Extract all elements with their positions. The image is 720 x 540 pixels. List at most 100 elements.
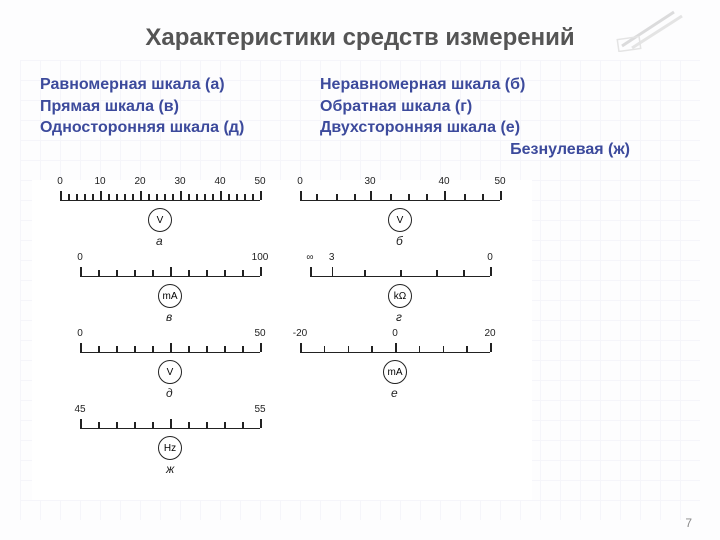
tick <box>152 270 154 276</box>
tick-label: 0 <box>77 328 83 339</box>
tick <box>490 267 492 276</box>
unit-symbol: V <box>158 360 182 384</box>
tick-label: 0 <box>57 176 63 187</box>
scale-axis-line <box>300 200 500 201</box>
tick <box>348 346 350 352</box>
tick-label: 55 <box>254 404 265 415</box>
tick <box>164 194 166 200</box>
tick <box>443 346 445 352</box>
subfigure-letter: е <box>391 386 398 400</box>
tick <box>156 194 158 200</box>
tick <box>324 346 326 352</box>
tick-label: 40 <box>214 176 225 187</box>
tick <box>80 267 82 276</box>
tick <box>224 422 226 428</box>
row-de: 050Vд -20020mAе <box>60 338 520 414</box>
scale-e: -20020mAе <box>300 338 490 398</box>
tick-label: -20 <box>293 328 307 339</box>
tick <box>188 270 190 276</box>
tick <box>242 270 244 276</box>
tick-label: 40 <box>438 176 449 187</box>
tick <box>500 191 502 200</box>
scale-axis-line <box>310 276 490 277</box>
row-vg: 0100mAв ∞30kΩг <box>60 262 520 338</box>
tick <box>336 194 338 200</box>
legend-a: Равномерная шкала (а) <box>40 74 320 96</box>
tick-label: 0 <box>77 252 83 263</box>
page-number: 7 <box>685 516 692 530</box>
scale-zh: 4555Hzж <box>80 414 260 474</box>
tick-label: ∞ <box>306 252 313 263</box>
tick <box>134 422 136 428</box>
tick <box>236 194 238 200</box>
tick <box>252 194 254 200</box>
subfigure-letter: б <box>396 234 403 248</box>
tick <box>76 194 78 200</box>
tick <box>116 270 118 276</box>
tick-label: 10 <box>94 176 105 187</box>
tick <box>206 346 208 352</box>
page-title: Характеристики средств измерений <box>0 24 720 52</box>
scales-figure: 01020304050Vа 0304050Vб 0100mAв ∞30kΩг 0… <box>60 186 520 476</box>
tick-label: 50 <box>254 328 265 339</box>
tick <box>100 191 102 200</box>
tick <box>224 346 226 352</box>
scale-v: 0100mAв <box>80 262 260 322</box>
tick <box>140 191 142 200</box>
tick <box>180 191 182 200</box>
tick <box>134 270 136 276</box>
tick <box>400 270 402 276</box>
scale-axis-line <box>60 200 260 201</box>
tick <box>68 194 70 200</box>
tick <box>370 191 372 200</box>
unit-symbol: kΩ <box>388 284 412 308</box>
tick <box>84 194 86 200</box>
tick <box>242 346 244 352</box>
tick <box>98 346 100 352</box>
row-zh: 4555Hzж <box>60 414 520 476</box>
tick <box>92 194 94 200</box>
tick <box>390 194 392 200</box>
tick <box>148 194 150 200</box>
scale-b: 0304050Vб <box>300 186 500 246</box>
tick <box>108 194 110 200</box>
scale-axis-line <box>80 352 260 353</box>
tick <box>244 194 246 200</box>
tick-label: 30 <box>364 176 375 187</box>
tick <box>132 194 134 200</box>
tick-label: 20 <box>484 328 495 339</box>
legend-e: Двухсторонняя шкала (е) <box>320 117 680 139</box>
tick <box>300 343 302 352</box>
tick <box>98 270 100 276</box>
tick <box>152 422 154 428</box>
scale-d: 050Vд <box>80 338 260 398</box>
tick <box>116 422 118 428</box>
tick <box>466 346 468 352</box>
tick <box>124 194 126 200</box>
tick <box>463 270 465 276</box>
tick <box>224 270 226 276</box>
legend-zh: Безнулевая (ж) <box>40 139 680 161</box>
unit-symbol: V <box>388 208 412 232</box>
tick <box>260 419 262 428</box>
tick <box>464 194 466 200</box>
tick <box>426 194 428 200</box>
legend-g: Обратная шкала (г) <box>320 96 680 118</box>
unit-symbol: V <box>148 208 172 232</box>
tick-label: 0 <box>392 328 398 339</box>
tick-label: 100 <box>252 252 269 263</box>
tick <box>60 191 62 200</box>
subfigure-letter: ж <box>166 462 174 476</box>
unit-symbol: Hz <box>158 436 182 460</box>
tick <box>260 191 262 200</box>
tick <box>228 194 230 200</box>
tick <box>196 194 198 200</box>
tick-label: 20 <box>134 176 145 187</box>
tick <box>170 267 172 276</box>
tick <box>172 194 174 200</box>
tick <box>80 419 82 428</box>
legend-b: Неравномерная шкала (б) <box>320 74 680 96</box>
tick <box>300 191 302 200</box>
tick <box>354 194 356 200</box>
scale-axis-line <box>80 428 260 429</box>
